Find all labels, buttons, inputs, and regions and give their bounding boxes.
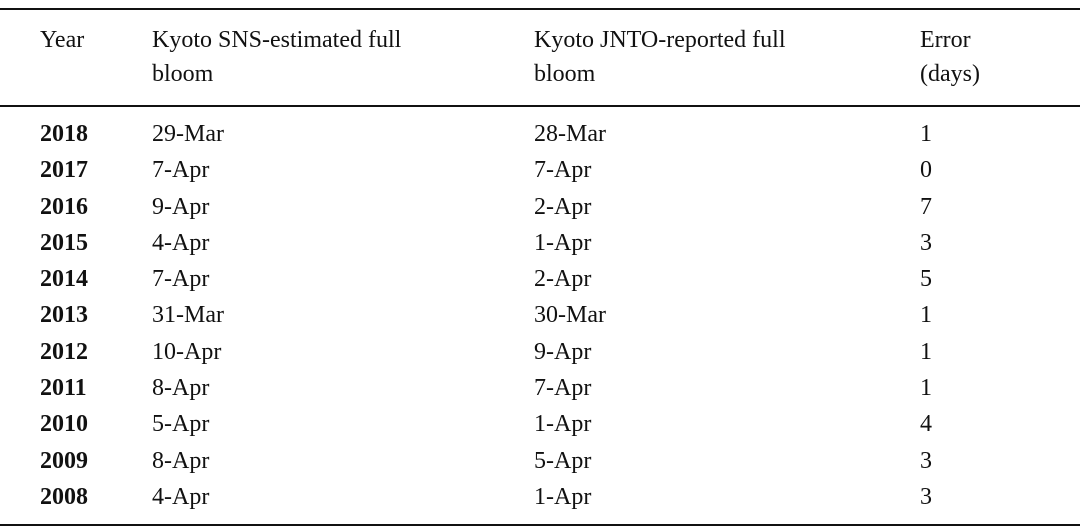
table-row: 2008 4-Apr 1-Apr 3 [0, 479, 1080, 526]
table-header: Year Kyoto SNS-estimated full bloom Kyoto … [0, 9, 1080, 106]
table-cell: 7-Apr [534, 375, 592, 402]
table-cell: 3 [920, 447, 932, 474]
table-cell: 29-Mar [152, 121, 224, 147]
table-cell: 2013 [40, 302, 88, 329]
table-cell: 4 [920, 411, 932, 438]
table-cell: 1 [920, 375, 932, 402]
table-cell: 3 [920, 229, 932, 256]
table-row: 2009 8-Apr 5-Apr 3 [0, 443, 1080, 479]
data-table: Year Kyoto SNS-estimated full bloom Kyoto … [0, 8, 1080, 526]
table-cell: 5-Apr [152, 411, 210, 438]
table-cell: 30-Mar [534, 302, 606, 329]
table-cell: 1-Apr [534, 483, 592, 510]
table-cell: 2-Apr [534, 266, 592, 293]
table-cell: 1 [920, 121, 932, 147]
table-cell: 7-Apr [534, 157, 592, 184]
table-cell: 1 [920, 338, 932, 365]
table-cell: 9-Apr [534, 338, 592, 365]
table-cell: 1-Apr [534, 411, 592, 438]
table-cell: 7-Apr [152, 157, 210, 184]
table-cell: 5-Apr [534, 447, 592, 474]
header-text: Kyoto JNTO-reported full bloom [534, 27, 786, 87]
table-body: 2018 29-Mar 28-Mar 1 2017 7-Apr 7-Apr 0 2016 9-Ap… [0, 106, 1080, 526]
table-cell: 2009 [40, 447, 88, 474]
table-cell: 2011 [40, 375, 87, 402]
table-cell: 2016 [40, 193, 88, 220]
table-row: 2010 5-Apr 1-Apr 4 [0, 406, 1080, 442]
table-row: 2013 31-Mar 30-Mar 1 [0, 297, 1080, 333]
header-cell: Error (days) [920, 9, 1080, 106]
header-cell: Kyoto SNS-estimated full bloom [152, 9, 534, 106]
table-row: 2012 10-Apr 9-Apr 1 [0, 334, 1080, 370]
header-text: Kyoto SNS-estimated full bloom [152, 27, 402, 87]
table-row: 2011 8-Apr 7-Apr 1 [0, 370, 1080, 406]
table-cell: 31-Mar [152, 302, 224, 329]
table-cell: 2018 [40, 121, 88, 147]
table-cell: 10-Apr [152, 338, 222, 365]
table-cell: 8-Apr [152, 447, 210, 474]
table-cell: 5 [920, 266, 932, 293]
table-cell: 8-Apr [152, 375, 210, 402]
header-cell: Year [0, 9, 152, 106]
table-cell: 2012 [40, 338, 88, 365]
table-row: 2015 4-Apr 1-Apr 3 [0, 225, 1080, 261]
header-text: Year [40, 27, 85, 53]
table-cell: 2008 [40, 483, 88, 510]
table-cell: 7 [920, 193, 932, 220]
table-cell: 7-Apr [152, 266, 210, 293]
table-cell: 4-Apr [152, 229, 210, 256]
table-row: 2018 29-Mar 28-Mar 1 [0, 106, 1080, 152]
table-cell: 1-Apr [534, 229, 592, 256]
table-cell: 3 [920, 483, 932, 510]
table-cell: 4-Apr [152, 483, 210, 510]
header-cell: Kyoto JNTO-reported full bloom [534, 9, 920, 106]
table-cell: 28-Mar [534, 121, 606, 147]
table-cell: 1 [920, 302, 932, 329]
table-row: 2017 7-Apr 7-Apr 0 [0, 152, 1080, 188]
table-cell: 9-Apr [152, 193, 210, 220]
table-row: 2016 9-Apr 2-Apr 7 [0, 189, 1080, 225]
table-cell: 2015 [40, 229, 88, 256]
header-row: Year Kyoto SNS-estimated full bloom Kyoto … [0, 9, 1080, 106]
table-cell: 2010 [40, 411, 88, 438]
table-cell: 2017 [40, 157, 88, 184]
table-cell: 2014 [40, 266, 88, 293]
table-cell: 0 [920, 157, 932, 184]
header-text: Error (days) [920, 27, 980, 87]
table-row: 2014 7-Apr 2-Apr 5 [0, 261, 1080, 297]
table-cell: 2-Apr [534, 193, 592, 220]
